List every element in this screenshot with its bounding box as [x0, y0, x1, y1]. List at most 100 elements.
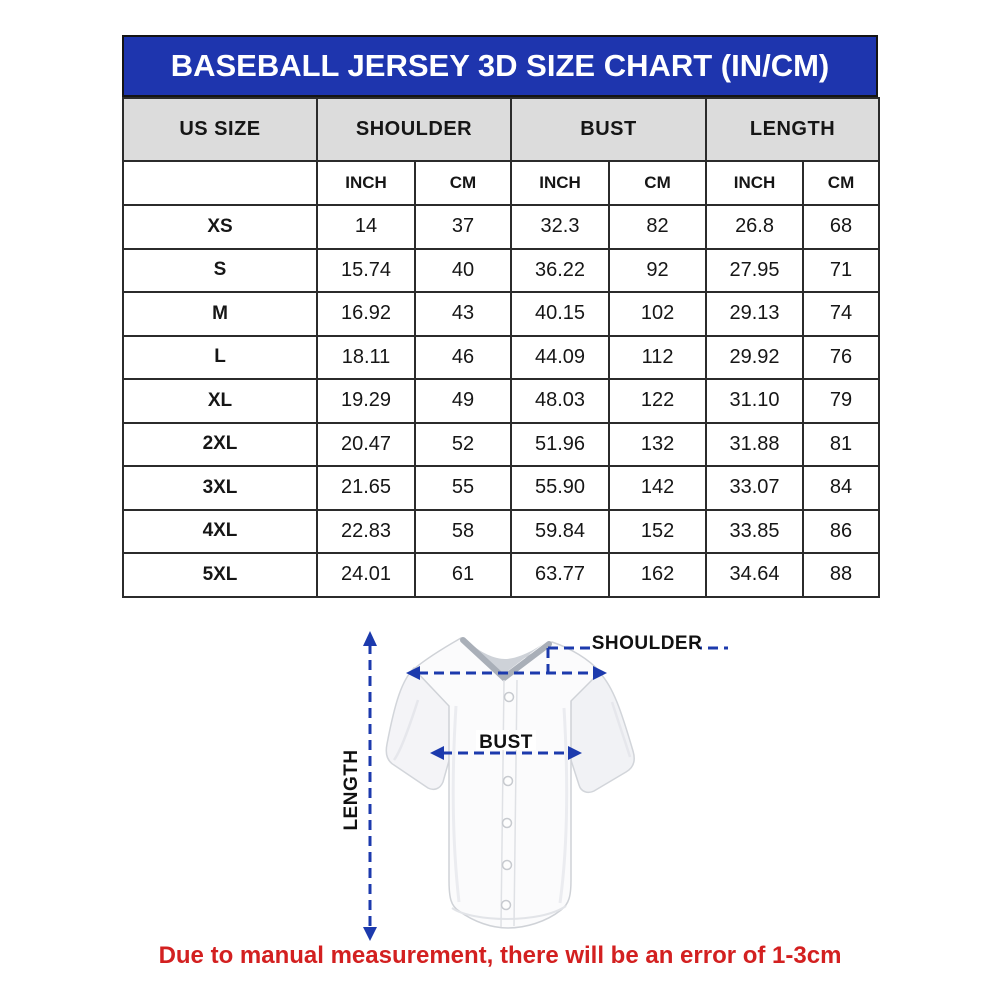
value-cell: 32.3 — [510, 204, 611, 250]
size-cell: 3XL — [122, 465, 318, 511]
value-cell: 14 — [316, 204, 416, 250]
table-row-2xl: 2XL 20.47 52 51.96 132 31.88 81 — [122, 421, 881, 467]
value-cell: 122 — [608, 378, 708, 424]
value-cell: 27.95 — [705, 247, 805, 293]
col-header-us-size: US SIZE — [122, 97, 318, 162]
bust-measure: BUST — [430, 730, 582, 760]
value-cell: 68 — [802, 204, 881, 250]
table-row-s: S 15.74 40 36.22 92 27.95 71 — [122, 247, 881, 293]
value-cell: 63.77 — [510, 552, 611, 598]
length-arrow-up-icon — [363, 631, 377, 646]
jersey-collar — [460, 637, 552, 682]
unit-header-length-cm: CM — [802, 160, 881, 206]
unit-header-bust-cm: CM — [608, 160, 708, 206]
unit-header-bust-inch: INCH — [510, 160, 611, 206]
value-cell: 82 — [608, 204, 708, 250]
value-cell: 112 — [608, 334, 708, 380]
value-cell: 37 — [413, 204, 513, 250]
jersey-sleeve-crease-right — [610, 701, 632, 758]
col-header-length: LENGTH — [705, 97, 881, 162]
value-cell: 33.07 — [705, 465, 805, 511]
size-cell: 4XL — [122, 508, 318, 554]
value-cell: 152 — [608, 508, 708, 554]
value-cell: 29.92 — [705, 334, 805, 380]
value-cell: 40 — [413, 247, 513, 293]
value-cell: 33.85 — [705, 508, 805, 554]
value-cell: 44.09 — [510, 334, 611, 380]
size-cell: L — [122, 334, 318, 380]
jersey-placket — [500, 679, 518, 928]
value-cell: 31.88 — [705, 421, 805, 467]
value-cell: 86 — [802, 508, 881, 554]
value-cell: 49 — [413, 378, 513, 424]
value-cell: 162 — [608, 552, 708, 598]
table-row-m: M 16.92 43 40.15 102 29.13 74 — [122, 291, 881, 337]
value-cell: 132 — [608, 421, 708, 467]
table-row-5xl: 5XL 24.01 61 63.77 162 34.64 88 — [122, 552, 881, 598]
table-row-l: L 18.11 46 44.09 112 29.92 76 — [122, 334, 881, 380]
size-cell: 5XL — [122, 552, 318, 598]
shoulder-measure: SHOULDER — [406, 631, 728, 680]
value-cell: 52 — [413, 421, 513, 467]
table-row-xl: XL 19.29 49 48.03 122 31.10 79 — [122, 378, 881, 424]
shoulder-arrow-left-icon — [406, 666, 420, 680]
value-cell: 59.84 — [510, 508, 611, 554]
jersey-illustration — [385, 637, 635, 929]
size-cell: 2XL — [122, 421, 318, 467]
value-cell: 40.15 — [510, 291, 611, 337]
value-cell: 55.90 — [510, 465, 611, 511]
bust-arrow-right-icon — [568, 746, 582, 760]
value-cell: 26.8 — [705, 204, 805, 250]
value-cell: 36.22 — [510, 247, 611, 293]
size-table: US SIZE SHOULDER BUST LENGTH INCH CM INC… — [122, 97, 881, 598]
col-header-shoulder: SHOULDER — [315, 97, 513, 162]
shoulder-arrow-right-icon — [593, 666, 607, 680]
value-cell: 16.92 — [316, 291, 416, 337]
value-cell: 48.03 — [510, 378, 611, 424]
length-measure: LENGTH — [341, 631, 377, 941]
value-cell: 46 — [413, 334, 513, 380]
value-cell: 18.11 — [316, 334, 416, 380]
size-cell: XL — [122, 378, 318, 424]
value-cell: 79 — [802, 378, 881, 424]
bust-arrow-left-icon — [430, 746, 444, 760]
value-cell: 34.64 — [705, 552, 805, 598]
value-cell: 22.83 — [316, 508, 416, 554]
jersey-measurement-figure: LENGTH SHOULDER BUST — [341, 631, 728, 941]
value-cell: 51.96 — [510, 421, 611, 467]
value-cell: 102 — [608, 291, 708, 337]
length-arrow-down-icon — [363, 927, 377, 941]
jersey-right-sleeve — [569, 671, 635, 794]
value-cell: 71 — [802, 247, 881, 293]
value-cell: 55 — [413, 465, 513, 511]
table-unit-header-row: INCH CM INCH CM INCH CM — [122, 160, 881, 206]
value-cell: 76 — [802, 334, 881, 380]
table-row-3xl: 3XL 21.65 55 55.90 142 33.07 84 — [122, 465, 881, 511]
value-cell: 20.47 — [316, 421, 416, 467]
value-cell: 21.65 — [316, 465, 416, 511]
value-cell: 61 — [413, 552, 513, 598]
value-cell: 142 — [608, 465, 708, 511]
size-cell: XS — [122, 204, 318, 250]
jersey-hem-line — [451, 905, 567, 920]
table-row-xs: XS 14 37 32.3 82 26.8 68 — [122, 204, 881, 250]
value-cell: 24.01 — [316, 552, 416, 598]
jersey-neck-shadow — [468, 641, 544, 674]
value-cell: 19.29 — [316, 378, 416, 424]
table-group-header-row: US SIZE SHOULDER BUST LENGTH — [122, 97, 881, 162]
col-header-bust: BUST — [510, 97, 708, 162]
size-cell: S — [122, 247, 318, 293]
value-cell: 43 — [413, 291, 513, 337]
jersey-fold-right — [558, 707, 569, 904]
measurement-error-note: Due to manual measurement, there will be… — [158, 942, 842, 969]
shoulder-label: SHOULDER — [592, 633, 703, 654]
value-cell: 88 — [802, 552, 881, 598]
shoulder-label-bg — [594, 631, 700, 652]
jersey-left-sleeve — [385, 667, 451, 791]
chart-title-banner: BASEBALL JERSEY 3D SIZE CHART (IN/CM) — [122, 35, 878, 97]
bust-label: BUST — [479, 732, 533, 753]
value-cell: 92 — [608, 247, 708, 293]
unit-header-shoulder-inch: INCH — [316, 160, 416, 206]
length-label: LENGTH — [341, 749, 362, 830]
